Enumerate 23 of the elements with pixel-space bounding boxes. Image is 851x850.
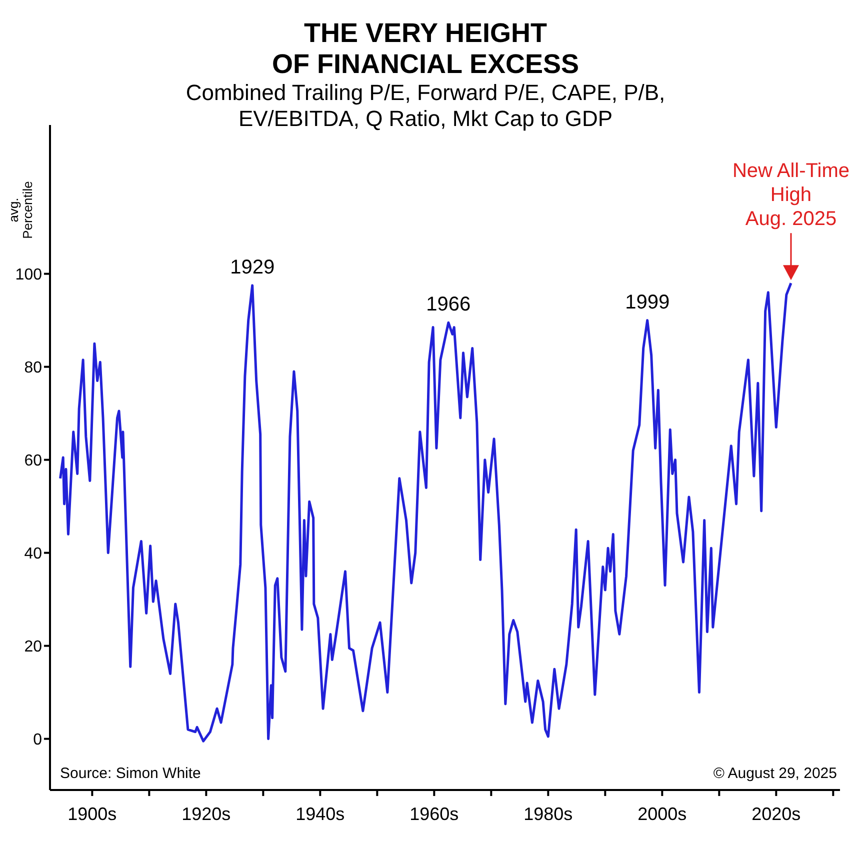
y-tick-label: 0 (33, 732, 42, 749)
y-tick-label: 40 (24, 546, 42, 563)
annotation: Source: Simon White (60, 765, 201, 782)
y-tick-label: 100 (15, 266, 42, 284)
y-tick-label: 20 (24, 638, 42, 656)
y-tick-label: 80 (24, 360, 42, 376)
annotation: © August 29, 2025 (713, 765, 837, 782)
line-series (59, 282, 792, 742)
chart-subtitle: Combined Trailing P/E, Forward P/E, CAPE, P/B, EV/EBITDA, Q Ratio, Mkt Cap to GDP (184, 80, 666, 132)
x-tick-label: 2000s (638, 804, 687, 824)
y-tick-label: 60 (24, 452, 42, 470)
annotation: New All-Time High Aug. 2025 (732, 160, 850, 230)
annotation: 1966 (426, 294, 471, 316)
x-tick-label: 1900s (68, 804, 117, 824)
x-tick-label: 2020s (752, 804, 801, 824)
x-tick-label: 1980s (524, 804, 573, 824)
annotation: 1929 (230, 256, 275, 278)
chart-title: THE VERY HEIGHT OF FINANCIAL EXCESS (270, 18, 580, 80)
x-tick-label: 1920s (182, 804, 231, 824)
x-tick-label: 1940s (296, 804, 345, 824)
x-tick-label: 1960s (410, 804, 459, 824)
annotation: 1999 (625, 291, 670, 314)
y-axis-title: avg. Percentile (6, 181, 35, 239)
